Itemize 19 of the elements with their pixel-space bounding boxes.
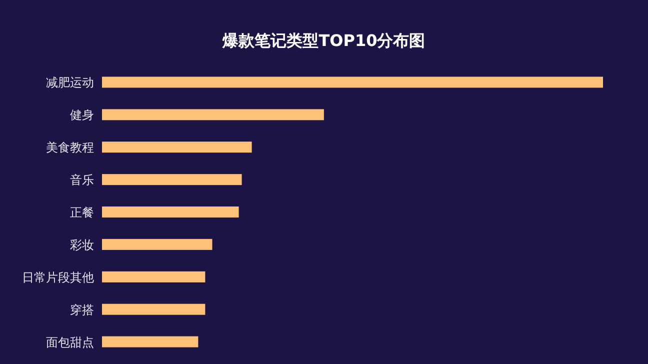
bar — [102, 109, 324, 120]
y-tick-label: 日常片段其他 — [22, 270, 94, 284]
bar — [102, 174, 242, 186]
y-tick-label: 彩妆 — [70, 238, 94, 252]
y-tick-label: 正餐 — [70, 206, 94, 220]
y-tick-label: 音乐 — [70, 173, 94, 188]
y-tick-label: 健身 — [70, 108, 94, 122]
y-tick-label: 面包甜点 — [46, 335, 94, 350]
bar — [102, 76, 603, 88]
y-tick-label: 穿搭 — [70, 302, 94, 317]
chart-title: 爆款笔记类型TOP10分布图 — [222, 31, 426, 50]
y-tick-label: 美食教程 — [46, 140, 94, 155]
bar — [102, 142, 252, 153]
bar — [102, 304, 206, 315]
bar — [102, 271, 206, 282]
y-tick-label: 减肥运动 — [46, 76, 94, 90]
bar — [102, 206, 239, 218]
bar — [102, 238, 212, 250]
bar — [102, 336, 198, 348]
